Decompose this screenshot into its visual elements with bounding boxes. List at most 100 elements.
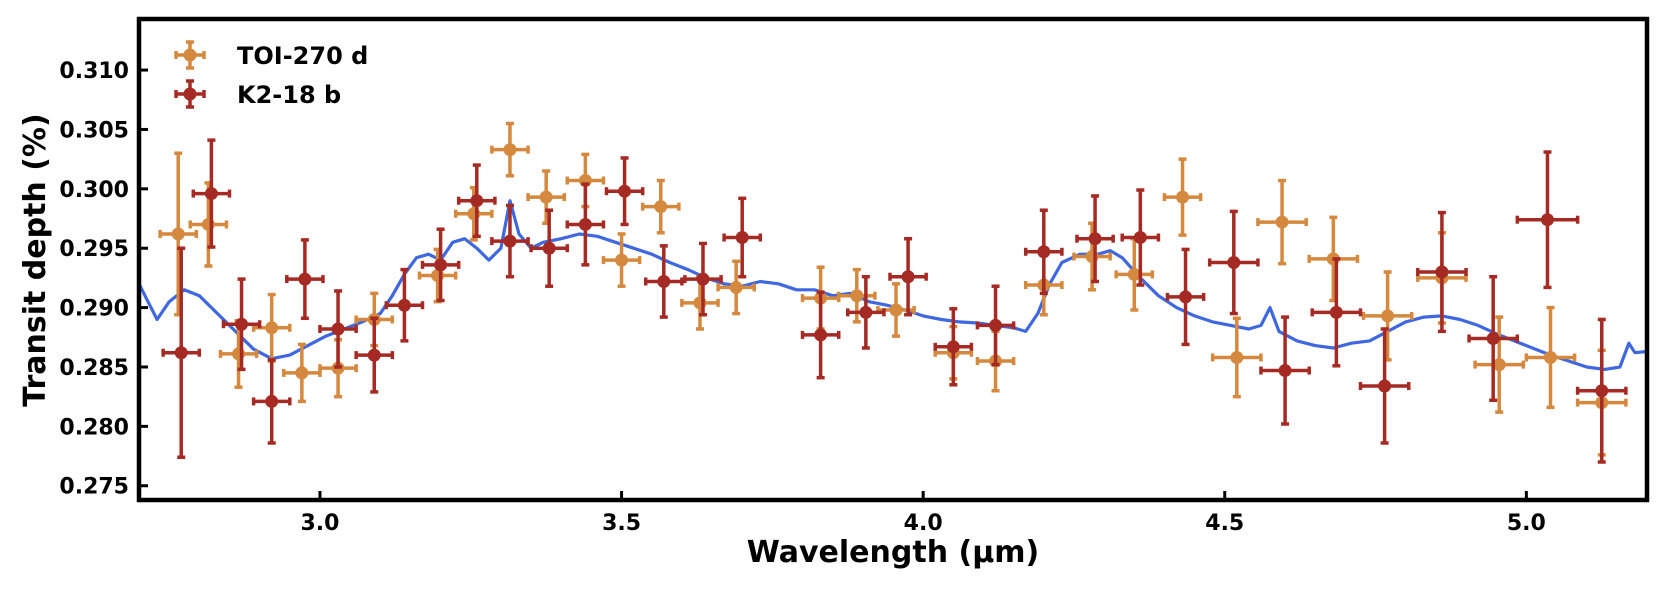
data-point [1207,209,1260,316]
data-point [836,267,877,324]
data-point [722,196,763,279]
data-point [1165,247,1206,347]
point-marker [1179,290,1193,304]
point-marker [1176,190,1190,204]
point-marker [850,289,864,303]
point-marker [1329,305,1343,319]
data-point [1575,317,1628,464]
series-k2-18-b [161,138,1628,464]
data-point [161,246,202,459]
y-tick-label: 0.280 [59,415,129,440]
data-point [683,241,723,317]
data-point [1259,315,1311,426]
point-marker [1378,379,1392,393]
x-tick-label: 4.5 [1205,511,1244,536]
point-marker [615,253,629,267]
point-marker [901,270,915,284]
x-axis-title: Wavelength (μm) [747,535,1040,570]
point-marker [295,366,309,380]
point-marker [1381,309,1395,323]
point-marker [889,303,903,317]
point-marker [1230,350,1244,364]
data-point [565,182,606,267]
data-point [1473,315,1526,414]
y-tick-label: 0.275 [59,475,129,500]
point-marker [1278,364,1292,378]
data-point [526,169,567,226]
point-marker [171,227,185,241]
data-point [529,208,570,288]
data-point [601,232,642,288]
point-marker [578,217,592,231]
point-marker [946,340,960,354]
data-point [1023,208,1064,296]
point-marker [503,234,517,248]
point-marker [174,346,188,360]
x-tick-label: 3.0 [300,511,339,536]
x-tick-label: 4.0 [904,511,943,536]
point-marker [542,241,556,255]
data-point [318,289,358,369]
plot-frame [136,16,1650,503]
legend-item: TOI-270 d [174,40,368,70]
data-point [800,290,841,380]
data-point [933,307,974,387]
y-axis-title: Transit depth (%) [18,113,53,406]
point-marker [989,318,1003,332]
data-point [191,138,232,249]
point-marker [657,274,671,288]
point-marker [204,187,218,201]
point-marker [1492,358,1506,372]
model-spectrum-layer [137,199,1648,371]
data-point [251,358,292,445]
y-tick-label: 0.295 [59,237,129,262]
legend: TOI-270 d K2-18 b [174,40,368,109]
data-point [604,156,645,227]
point-marker [470,194,484,208]
data-point [221,277,262,372]
data-point [1524,305,1577,410]
data-point [417,247,458,304]
data-point [1162,157,1203,237]
model-spectrum-line [137,199,1648,371]
point-marker [539,190,553,204]
point-marker [265,321,279,335]
point-marker [265,394,279,408]
data-point [888,236,928,317]
data-point [490,121,530,178]
data-point [1361,270,1414,362]
y-tick-label: 0.300 [59,178,129,203]
point-marker [859,305,873,319]
data-point [1467,274,1520,402]
point-marker [1435,265,1449,279]
data-point [420,227,461,303]
data-point [716,259,757,316]
data-point [1515,150,1580,290]
y-tick-label: 0.290 [59,297,129,322]
data-point [1416,210,1468,334]
point-marker [618,184,632,198]
point-marker [367,348,381,362]
point-marker [298,272,312,286]
x-tick-label: 5.0 [1507,511,1546,536]
data-point [975,284,1016,367]
point-marker [1127,267,1141,281]
legend-marker [183,87,197,101]
data-point [1307,215,1360,303]
y-tick-label: 0.310 [59,59,129,84]
data-point [285,238,325,321]
data-point [1256,178,1308,266]
data-point [158,151,199,317]
point-marker [654,200,668,214]
point-marker [1133,231,1147,245]
axes-layer: 3.0 3.5 4.0 4.5 5.0 0.275 0.280 0.285 0.290 0.295… [59,59,1545,536]
point-marker [1543,350,1557,364]
point-marker [1486,331,1500,345]
data-point [1358,327,1411,445]
point-marker [814,328,828,342]
data-point [384,267,425,343]
point-marker [1037,245,1051,259]
point-marker [1088,232,1102,246]
data-point [1120,188,1161,287]
